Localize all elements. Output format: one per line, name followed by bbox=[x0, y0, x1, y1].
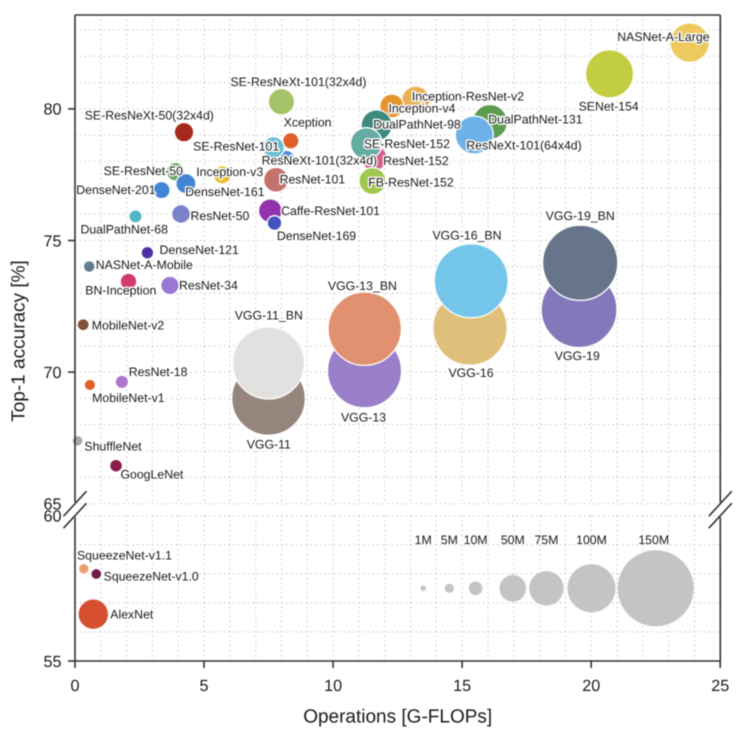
svg-text:Operations [G-FLOPs]: Operations [G-FLOPs] bbox=[303, 706, 492, 727]
svg-text:25: 25 bbox=[711, 677, 729, 695]
svg-text:Inception-v3: Inception-v3 bbox=[196, 165, 263, 179]
svg-text:ResNet-152: ResNet-152 bbox=[383, 154, 449, 168]
svg-text:80: 80 bbox=[43, 101, 61, 119]
svg-text:Inception-ResNet-v2: Inception-ResNet-v2 bbox=[412, 90, 524, 104]
svg-text:55: 55 bbox=[43, 653, 61, 671]
svg-text:100M: 100M bbox=[576, 533, 607, 547]
svg-text:VGG-13_BN: VGG-13_BN bbox=[328, 279, 397, 293]
svg-text:DualPathNet-131: DualPathNet-131 bbox=[488, 112, 582, 126]
svg-text:VGG-16: VGG-16 bbox=[448, 366, 493, 380]
svg-text:75M: 75M bbox=[534, 533, 558, 547]
svg-text:FB-ResNet-152: FB-ResNet-152 bbox=[368, 176, 454, 190]
svg-text:DenseNet-121: DenseNet-121 bbox=[160, 243, 239, 257]
svg-text:DenseNet-169: DenseNet-169 bbox=[277, 229, 356, 243]
svg-text:SqueezeNet-v1.1: SqueezeNet-v1.1 bbox=[77, 549, 172, 563]
svg-text:ResNet-18: ResNet-18 bbox=[129, 365, 188, 379]
svg-text:10M: 10M bbox=[464, 533, 488, 547]
svg-text:60: 60 bbox=[43, 508, 61, 526]
svg-text:DualPathNet-68: DualPathNet-68 bbox=[80, 223, 168, 237]
svg-text:VGG-19_BN: VGG-19_BN bbox=[546, 209, 615, 223]
svg-text:AlexNet: AlexNet bbox=[110, 608, 154, 622]
svg-text:65: 65 bbox=[43, 496, 61, 514]
svg-text:VGG-11: VGG-11 bbox=[247, 437, 291, 451]
svg-text:SE-ResNet-50: SE-ResNet-50 bbox=[104, 164, 183, 178]
svg-text:SE-ResNeXt-101(32x4d): SE-ResNeXt-101(32x4d) bbox=[230, 75, 366, 89]
svg-text:10: 10 bbox=[324, 677, 342, 695]
svg-text:150M: 150M bbox=[638, 533, 669, 547]
svg-text:VGG-19: VGG-19 bbox=[555, 349, 600, 363]
svg-text:15: 15 bbox=[453, 677, 471, 695]
svg-text:ResNet-50: ResNet-50 bbox=[191, 209, 250, 223]
svg-text:5M: 5M bbox=[441, 533, 458, 547]
svg-text:VGG-11_BN: VGG-11_BN bbox=[235, 308, 303, 322]
svg-text:DualPathNet-98: DualPathNet-98 bbox=[373, 117, 461, 131]
svg-text:Xception: Xception bbox=[284, 116, 332, 130]
svg-text:SqueezeNet-v1.0: SqueezeNet-v1.0 bbox=[104, 569, 199, 583]
svg-text:VGG-16_BN: VGG-16_BN bbox=[432, 228, 501, 242]
svg-text:NASNet-A-Mobile: NASNet-A-Mobile bbox=[96, 258, 193, 272]
svg-text:Inception-v4: Inception-v4 bbox=[389, 101, 456, 115]
svg-text:SE-ResNeXt-50(32x4d): SE-ResNeXt-50(32x4d) bbox=[85, 108, 214, 122]
svg-text:Top-1 accuracy [%]: Top-1 accuracy [%] bbox=[8, 260, 29, 422]
svg-text:GoogLeNet: GoogLeNet bbox=[120, 467, 183, 481]
svg-text:ResNet-101: ResNet-101 bbox=[280, 172, 346, 186]
svg-text:70: 70 bbox=[43, 364, 61, 382]
svg-text:ShuffleNet: ShuffleNet bbox=[84, 440, 142, 454]
svg-text:SE-ResNet-152: SE-ResNet-152 bbox=[364, 137, 450, 151]
svg-text:DenseNet-161: DenseNet-161 bbox=[185, 185, 264, 199]
svg-text:50M: 50M bbox=[501, 533, 525, 547]
svg-text:20: 20 bbox=[582, 677, 600, 695]
svg-text:BN-Inception: BN-Inception bbox=[85, 284, 156, 298]
svg-text:ResNet-34: ResNet-34 bbox=[179, 278, 238, 292]
svg-text:ResNeXt-101(64x4d): ResNeXt-101(64x4d) bbox=[466, 139, 582, 153]
svg-text:0: 0 bbox=[70, 677, 79, 695]
svg-text:MobileNet-v2: MobileNet-v2 bbox=[92, 319, 165, 333]
svg-text:VGG-13: VGG-13 bbox=[341, 411, 386, 425]
svg-text:Caffe-ResNet-101: Caffe-ResNet-101 bbox=[281, 204, 380, 218]
svg-text:75: 75 bbox=[43, 232, 61, 250]
svg-text:SENet-154: SENet-154 bbox=[579, 100, 639, 114]
svg-text:NASNet-A-Large: NASNet-A-Large bbox=[617, 30, 709, 44]
svg-text:5: 5 bbox=[199, 677, 208, 695]
svg-text:1M: 1M bbox=[415, 533, 432, 547]
svg-text:ResNeXt-101(32x4d): ResNeXt-101(32x4d) bbox=[262, 153, 378, 167]
svg-text:MobileNet-v1: MobileNet-v1 bbox=[92, 391, 165, 405]
svg-text:DenseNet-201: DenseNet-201 bbox=[76, 183, 155, 197]
svg-text:SE-ResNet-101: SE-ResNet-101 bbox=[193, 139, 279, 153]
